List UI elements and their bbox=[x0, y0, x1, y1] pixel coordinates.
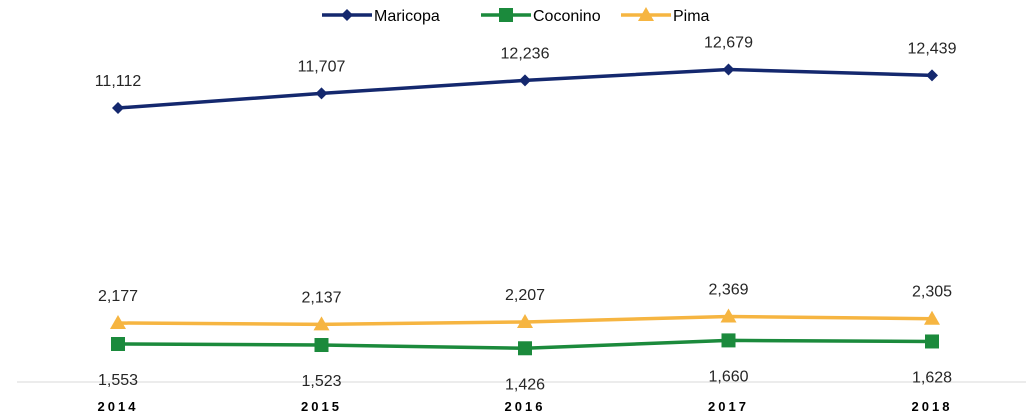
data-label-pima-2014: 2,177 bbox=[98, 288, 138, 305]
legend-marker-maricopa bbox=[341, 9, 353, 21]
data-label-coconino-2015: 1,523 bbox=[301, 373, 341, 390]
data-label-pima-2018: 2,305 bbox=[912, 284, 952, 301]
data-label-maricopa-2015: 11,707 bbox=[298, 58, 346, 75]
legend-marker-coconino bbox=[499, 8, 513, 22]
data-label-pima-2016: 2,207 bbox=[505, 287, 545, 304]
data-label-maricopa-2016: 12,236 bbox=[501, 45, 550, 62]
legend-item-maricopa: Maricopa bbox=[322, 8, 440, 25]
data-label-maricopa-2014: 11,112 bbox=[95, 73, 142, 90]
legend-item-coconino: Coconino bbox=[481, 8, 601, 25]
x-axis-ticks: 2014 2015 2016 2017 2018 bbox=[98, 399, 953, 414]
data-label-pima-2017: 2,369 bbox=[708, 282, 748, 299]
legend: Maricopa Coconino Pima bbox=[322, 7, 710, 25]
point-pima-2016 bbox=[517, 313, 533, 328]
legend-item-pima: Pima bbox=[621, 7, 710, 25]
data-labels: 1,553 1,523 1,426 1,660 1,628 2,177 2,137 2,207… bbox=[95, 35, 957, 394]
series-maricopa bbox=[112, 63, 938, 114]
point-pima-2015 bbox=[313, 316, 330, 331]
data-label-maricopa-2017: 12,679 bbox=[704, 35, 753, 52]
point-coconino-2018 bbox=[925, 334, 939, 349]
data-label-coconino-2018: 1,628 bbox=[912, 369, 952, 386]
data-label-coconino-2017: 1,660 bbox=[708, 368, 748, 385]
data-label-coconino-2016: 1,426 bbox=[505, 376, 545, 393]
x-tick-2014: 2014 bbox=[98, 399, 139, 414]
x-tick-2017: 2017 bbox=[708, 399, 749, 414]
legend-marker-pima bbox=[638, 7, 654, 21]
data-label-pima-2015: 2,137 bbox=[301, 289, 341, 306]
data-label-coconino-2014: 1,553 bbox=[98, 372, 138, 389]
x-tick-2015: 2015 bbox=[301, 399, 342, 414]
legend-label-pima: Pima bbox=[673, 8, 710, 25]
point-maricopa-2017 bbox=[722, 63, 735, 76]
point-coconino-2016 bbox=[518, 341, 532, 356]
series-layer bbox=[110, 63, 940, 356]
point-maricopa-2014 bbox=[112, 102, 124, 114]
x-tick-2016: 2016 bbox=[505, 399, 546, 414]
point-coconino-2017 bbox=[721, 333, 736, 348]
data-label-maricopa-2018: 12,439 bbox=[908, 40, 957, 57]
point-coconino-2015 bbox=[314, 338, 329, 353]
point-pima-2017 bbox=[720, 308, 737, 323]
point-pima-2014 bbox=[110, 315, 126, 329]
legend-label-maricopa: Maricopa bbox=[374, 8, 440, 25]
point-coconino-2014 bbox=[111, 337, 125, 351]
x-tick-2018: 2018 bbox=[912, 399, 953, 414]
point-maricopa-2016 bbox=[519, 74, 531, 87]
point-pima-2018 bbox=[924, 310, 940, 325]
series-pima bbox=[110, 308, 940, 331]
point-maricopa-2018 bbox=[926, 69, 938, 82]
series-coconino bbox=[111, 333, 939, 356]
legend-label-coconino: Coconino bbox=[533, 8, 601, 25]
point-maricopa-2015 bbox=[315, 87, 328, 100]
